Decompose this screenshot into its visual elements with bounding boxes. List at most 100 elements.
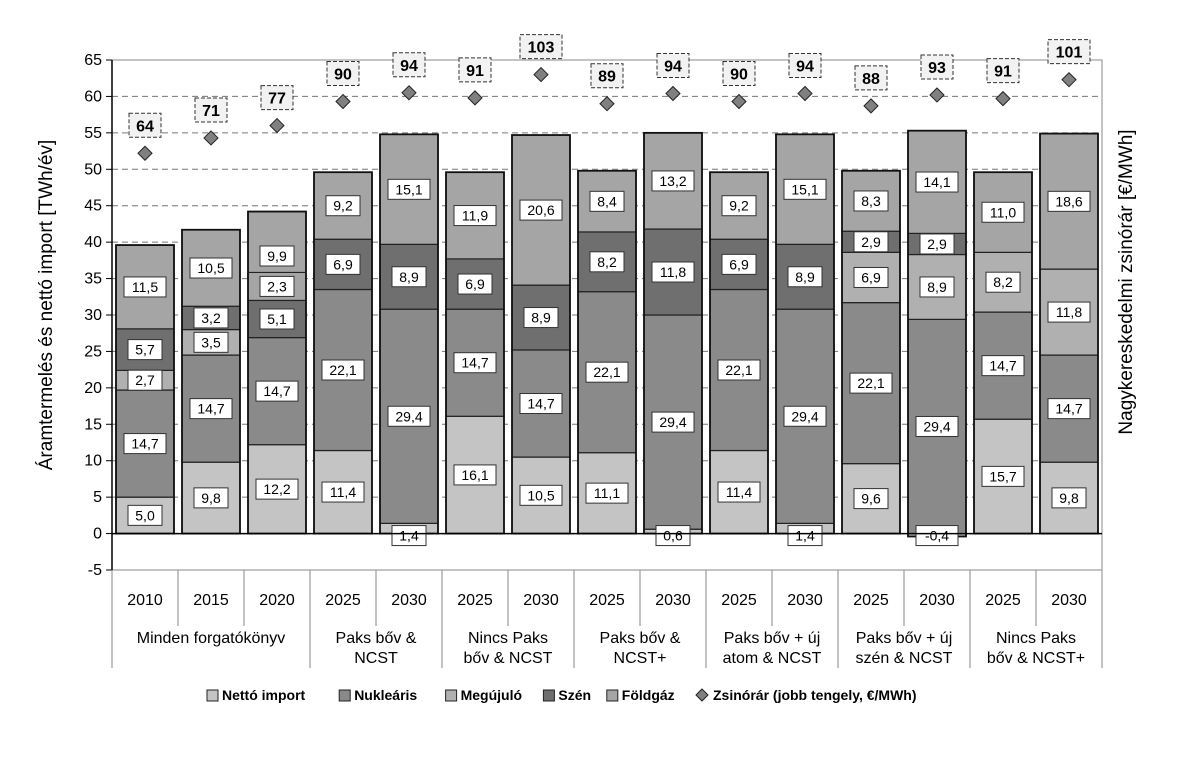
price-label: 103 [528, 40, 555, 57]
price-label-box [260, 85, 294, 111]
data-label-box [981, 465, 1025, 487]
data-label: 14,7 [131, 436, 158, 452]
y-tick-label: 5 [93, 489, 102, 506]
group-label: Paks bőv + új [724, 630, 821, 647]
data-label-box [259, 245, 295, 267]
price-label: 94 [796, 59, 814, 76]
data-label-box [255, 380, 299, 402]
data-label: 5,1 [267, 311, 287, 327]
y2-axis-title: Nagykereskedelmi zsinórár [€/MWh] [1116, 129, 1137, 434]
price-label-box [722, 61, 756, 87]
data-label-box [853, 266, 889, 288]
data-label-box [787, 525, 823, 547]
legend-label: Nettó import [222, 687, 306, 703]
data-label: 6,9 [729, 256, 749, 272]
data-label-box [123, 433, 167, 455]
data-label-box [391, 525, 427, 547]
data-label: 10,5 [197, 260, 224, 276]
category-label: 2025 [985, 592, 1021, 609]
bars: 5,0 14,7 2,7 5,7 11,5 9,8 14,7 3,5 3,2 10,5 12,2 14… [115, 129, 1099, 547]
data-label: 14,7 [461, 355, 488, 371]
group-label: NCST+ [614, 650, 667, 667]
data-label: 8,3 [861, 193, 881, 209]
data-label-box [1047, 301, 1091, 323]
legend-label: Földgáz [622, 687, 675, 703]
data-label: 1,4 [795, 528, 815, 544]
data-label-box [1051, 487, 1087, 509]
category-label: 2025 [325, 592, 361, 609]
data-label-box [981, 201, 1025, 223]
data-label: 9,8 [201, 490, 221, 506]
data-label: 9,2 [729, 198, 749, 214]
data-label: 11,0 [990, 204, 1016, 220]
data-label-box [127, 339, 163, 361]
data-label: 3,5 [201, 334, 221, 350]
data-label-box [453, 464, 497, 486]
price-label: 89 [598, 69, 616, 86]
data-label-box [981, 355, 1025, 377]
data-label: 15,7 [989, 468, 1016, 484]
group-label: Paks bőv & [336, 630, 417, 647]
group-label: NCST [354, 650, 398, 667]
data-label: 11,5 [132, 279, 158, 295]
price-marker [533, 66, 549, 83]
group-label: Nincs Paks [468, 630, 548, 647]
data-label-box [787, 266, 823, 288]
data-label-box [717, 359, 761, 381]
data-label-box [387, 178, 431, 200]
data-label-box [387, 405, 431, 427]
price-label: 94 [664, 59, 682, 76]
group-label: Paks bőv & [600, 630, 681, 647]
data-label: 2,9 [861, 234, 881, 250]
data-label-box [123, 276, 167, 298]
data-label-box [523, 307, 559, 329]
category-label: 2010 [127, 592, 163, 609]
category-label: 2020 [259, 592, 295, 609]
price-marker [731, 93, 747, 110]
price-label-box [986, 58, 1020, 84]
data-label: 22,1 [725, 362, 752, 378]
data-label-box [391, 266, 427, 288]
legend-label: Megújuló [461, 687, 522, 703]
price-marker [137, 145, 153, 161]
price-marker [863, 98, 879, 114]
data-label-box [853, 488, 889, 510]
data-label: 20,6 [527, 202, 554, 218]
group-label: bőv & NCST+ [987, 650, 1085, 667]
data-label: 9,6 [861, 491, 881, 507]
data-label-box [915, 171, 959, 193]
y-tick-label: 25 [84, 343, 102, 360]
data-label-box [193, 307, 229, 329]
legend-swatch [338, 689, 351, 702]
data-label: 2,9 [927, 236, 947, 252]
data-label-box [915, 415, 959, 437]
price-label: 71 [202, 103, 220, 120]
data-label: 22,1 [857, 375, 884, 391]
data-label-box [651, 261, 695, 283]
category-label: 2030 [919, 592, 955, 609]
data-label-box [651, 170, 695, 192]
data-label-box [589, 251, 625, 273]
category-axis: 2010 2015 2020 2025 2030 2025 2030 2025 2030 2025… [111, 570, 1103, 668]
data-label-box [193, 331, 229, 353]
price-label: 77 [268, 91, 286, 108]
data-label: 11,8 [660, 264, 686, 280]
data-label: 14,7 [263, 383, 290, 399]
legend: Nettó import Nukleáris Megújuló Szén Földgáz… [206, 687, 917, 703]
data-label: 0,6 [663, 528, 683, 544]
data-label: -0,4 [925, 528, 949, 544]
data-label-box [853, 231, 889, 253]
price-label: 64 [136, 118, 154, 135]
data-label: 9,9 [267, 248, 287, 264]
legend-swatch [206, 689, 219, 702]
data-label-box [321, 359, 365, 381]
data-label-box [655, 525, 691, 547]
data-label-box [721, 195, 757, 217]
price-label-box [788, 53, 822, 79]
data-label-box [453, 352, 497, 374]
data-label-box [853, 190, 889, 212]
price-label-box [1047, 39, 1091, 65]
data-label: 11,4 [726, 484, 752, 500]
data-label-box [585, 482, 629, 504]
